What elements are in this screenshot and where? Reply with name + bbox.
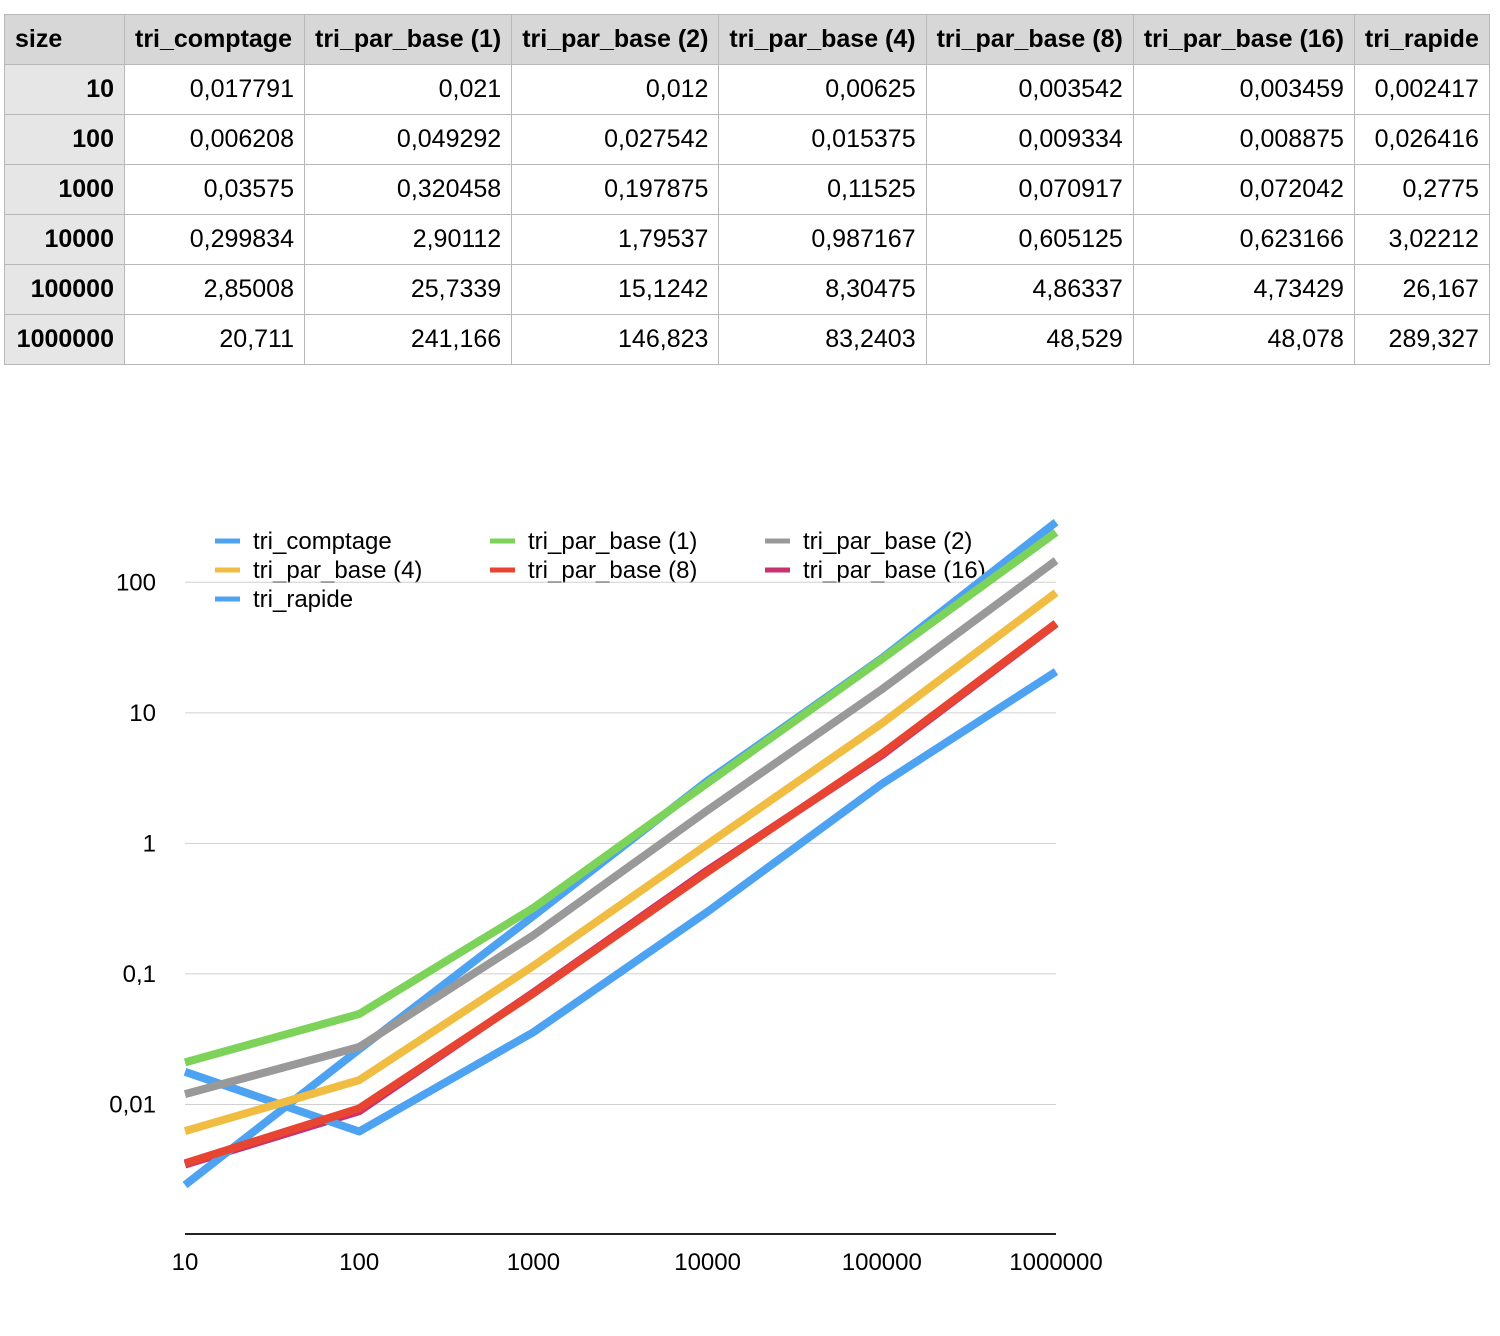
column-header[interactable]: tri_rapide (1353, 14, 1490, 65)
table-cell[interactable]: 2,85008 (124, 264, 305, 315)
table-cell[interactable]: 4,86337 (925, 264, 1134, 315)
table-row: 1000 0,03575 0,320458 0,197875 0,11525 0,0709… (4, 164, 1490, 215)
table-cell[interactable]: 3,02212 (1353, 214, 1490, 265)
x-tick-label: 100 (339, 1249, 379, 1276)
table-cell[interactable]: 0,197875 (511, 164, 720, 215)
table-header-row: size tri_comptage tri_par_base (1) tri_p… (4, 14, 1490, 65)
series-line (183, 529, 1059, 1067)
table-cell[interactable]: 0,017791 (124, 64, 305, 115)
table-cell[interactable]: 0,008875 (1132, 114, 1355, 165)
y-tick-label: 0,01 (109, 1091, 156, 1118)
table-cell[interactable]: 289,327 (1353, 314, 1490, 365)
x-axis-ticks: 10 100 1000 10000 100000 1000000 (172, 1249, 1103, 1276)
table-cell[interactable]: 0,015375 (718, 114, 927, 165)
table-cell[interactable]: 2,90112 (303, 214, 513, 265)
table-cell[interactable]: 0,012 (511, 64, 720, 115)
y-tick-label: 100 (116, 569, 156, 596)
table-cell[interactable]: 0,070917 (925, 164, 1134, 215)
y-tick-label: 10 (129, 700, 156, 727)
table-row: 10 0,017791 0,021 0,012 0,00625 0,003542 0,003… (4, 64, 1490, 115)
table-cell[interactable]: 0,2775 (1353, 164, 1490, 215)
legend-label: tri_par_base (2) (803, 528, 972, 555)
table-cell[interactable]: 0,320458 (303, 164, 513, 215)
table-cell[interactable]: 0,11525 (718, 164, 927, 215)
column-header[interactable]: tri_comptage (124, 14, 305, 65)
legend-label: tri_par_base (1) (528, 528, 697, 555)
table-cell[interactable]: 241,166 (303, 314, 513, 365)
table-cell[interactable]: 0,006208 (124, 114, 305, 165)
y-tick-label: 1 (143, 830, 156, 857)
table-cell[interactable]: 146,823 (511, 314, 720, 365)
table-row: 1000000 20,711 241,166 146,823 83,2403 48,529… (4, 314, 1490, 365)
table-cell[interactable]: 0,027542 (511, 114, 720, 165)
table-cell[interactable]: 0,623166 (1132, 214, 1355, 265)
table-cell[interactable]: 83,2403 (718, 314, 927, 365)
table-cell[interactable]: 15,1242 (511, 264, 720, 315)
column-header[interactable]: tri_par_base (16) (1132, 14, 1355, 65)
column-header[interactable]: tri_par_base (4) (718, 14, 927, 65)
series-line (183, 620, 1059, 1168)
legend-label: tri_par_base (8) (528, 557, 697, 584)
chart-series-lines (182, 518, 1059, 1189)
column-header[interactable]: tri_par_base (2) (511, 14, 720, 65)
row-header-size[interactable]: 1000 (4, 164, 125, 215)
table-cell[interactable]: 0,003459 (1132, 64, 1355, 115)
table-cell[interactable]: 0,00625 (718, 64, 927, 115)
table-cell[interactable]: 48,078 (1132, 314, 1355, 365)
row-header-size[interactable]: 100000 (4, 264, 125, 315)
x-tick-label: 1000 (507, 1249, 560, 1276)
data-table: size tri_comptage tri_par_base (1) tri_p… (4, 14, 1490, 365)
table-cell[interactable]: 0,605125 (925, 214, 1134, 265)
table-row: 100000 2,85008 25,7339 15,1242 8,30475 4,8633… (4, 264, 1490, 315)
column-header[interactable]: tri_par_base (1) (303, 14, 513, 65)
table-row: 100 0,006208 0,049292 0,027542 0,015375 0,009… (4, 114, 1490, 165)
table-cell[interactable]: 20,711 (124, 314, 305, 365)
series-line (182, 518, 1059, 1189)
table-row: 10000 0,299834 2,90112 1,79537 0,987167 0,605… (4, 214, 1490, 265)
table-cell[interactable]: 0,026416 (1353, 114, 1490, 165)
y-axis-ticks: 0,01 0,1 1 10 100 (109, 569, 156, 1118)
table-cell[interactable]: 8,30475 (718, 264, 927, 315)
row-header-size[interactable]: 1000000 (4, 314, 125, 365)
row-header-size[interactable]: 100 (4, 114, 125, 165)
table-cell[interactable]: 0,003542 (925, 64, 1134, 115)
series-line (183, 589, 1059, 1135)
table-cell[interactable]: 0,299834 (124, 214, 305, 265)
table-cell[interactable]: 0,009334 (925, 114, 1134, 165)
table-cell[interactable]: 25,7339 (303, 264, 513, 315)
x-tick-label: 1000000 (1009, 1249, 1102, 1276)
table-cell[interactable]: 0,072042 (1132, 164, 1355, 215)
table-cell[interactable]: 0,049292 (303, 114, 513, 165)
chart-legend: tri_comptage tri_par_base (1) tri_par_base… (215, 528, 986, 613)
table-cell[interactable]: 26,167 (1353, 264, 1490, 315)
legend-label: tri_par_base (4) (253, 557, 422, 584)
row-header-size[interactable]: 10 (4, 64, 125, 115)
x-tick-label: 10000 (674, 1249, 741, 1276)
log-line-chart: tri_comptage tri_par_base (1) tri_par_base… (109, 518, 1103, 1276)
legend-label: tri_comptage (253, 528, 392, 555)
column-header[interactable]: size (4, 14, 125, 65)
y-tick-label: 0,1 (123, 961, 156, 988)
series-line (183, 557, 1059, 1098)
table-cell[interactable]: 48,529 (925, 314, 1134, 365)
x-tick-label: 100000 (842, 1249, 922, 1276)
legend-label: tri_par_base (16) (803, 557, 986, 584)
legend-label: tri_rapide (253, 586, 353, 613)
x-tick-label: 10 (172, 1249, 199, 1276)
table-cell[interactable]: 0,002417 (1353, 64, 1490, 115)
table-cell[interactable]: 0,021 (303, 64, 513, 115)
column-header[interactable]: tri_par_base (8) (925, 14, 1134, 65)
table-cell[interactable]: 0,03575 (124, 164, 305, 215)
table-cell[interactable]: 1,79537 (511, 214, 720, 265)
table-cell[interactable]: 4,73429 (1132, 264, 1355, 315)
table-cell[interactable]: 0,987167 (718, 214, 927, 265)
row-header-size[interactable]: 10000 (4, 214, 125, 265)
